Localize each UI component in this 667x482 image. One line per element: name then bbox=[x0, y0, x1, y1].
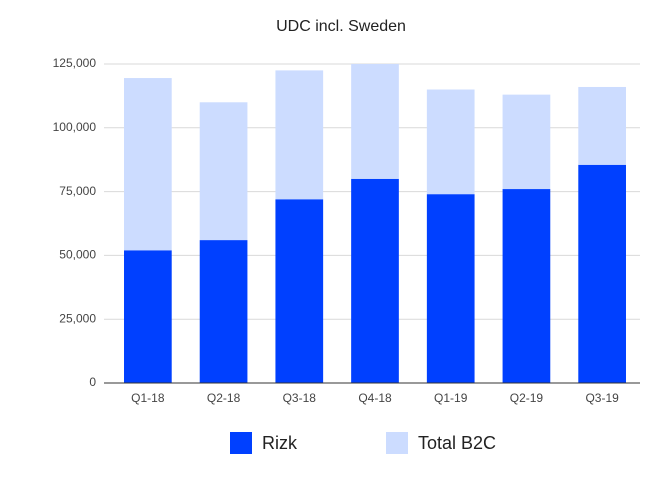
bar-segment bbox=[502, 189, 551, 383]
bar-segment bbox=[351, 178, 399, 383]
bar-segment bbox=[351, 64, 399, 179]
x-tick-label: Q1-19 bbox=[434, 391, 468, 405]
y-tick-label: 75,000 bbox=[59, 184, 96, 198]
legend-label: Rizk bbox=[262, 433, 298, 453]
legend-label: Total B2C bbox=[418, 433, 496, 453]
bar-segment bbox=[124, 250, 172, 383]
bar-segment bbox=[199, 240, 248, 383]
y-tick-label: 25,000 bbox=[59, 311, 96, 325]
bar-segment bbox=[426, 89, 475, 195]
legend-swatch bbox=[230, 432, 252, 454]
bar-segment bbox=[578, 86, 626, 165]
chart-title: UDC incl. Sweden bbox=[276, 18, 406, 35]
y-tick-label: 100,000 bbox=[53, 120, 97, 134]
x-tick-label: Q3-19 bbox=[585, 391, 619, 405]
x-tick-label: Q3-18 bbox=[283, 391, 317, 405]
bar-segment bbox=[578, 164, 626, 383]
bar-segment bbox=[275, 199, 324, 383]
x-tick-label: Q1-18 bbox=[131, 391, 165, 405]
bar-segment bbox=[275, 70, 324, 200]
bar-segment bbox=[426, 194, 475, 383]
x-tick-label: Q2-18 bbox=[207, 391, 241, 405]
x-tick-label: Q2-19 bbox=[510, 391, 544, 405]
legend-swatch bbox=[386, 432, 408, 454]
bar-segment bbox=[124, 78, 172, 251]
y-tick-label: 125,000 bbox=[53, 56, 97, 70]
y-tick-label: 0 bbox=[89, 375, 96, 389]
x-tick-label: Q4-18 bbox=[358, 391, 392, 405]
bar-segment bbox=[502, 94, 551, 190]
bar-segment bbox=[199, 102, 248, 241]
y-tick-label: 50,000 bbox=[59, 248, 96, 262]
